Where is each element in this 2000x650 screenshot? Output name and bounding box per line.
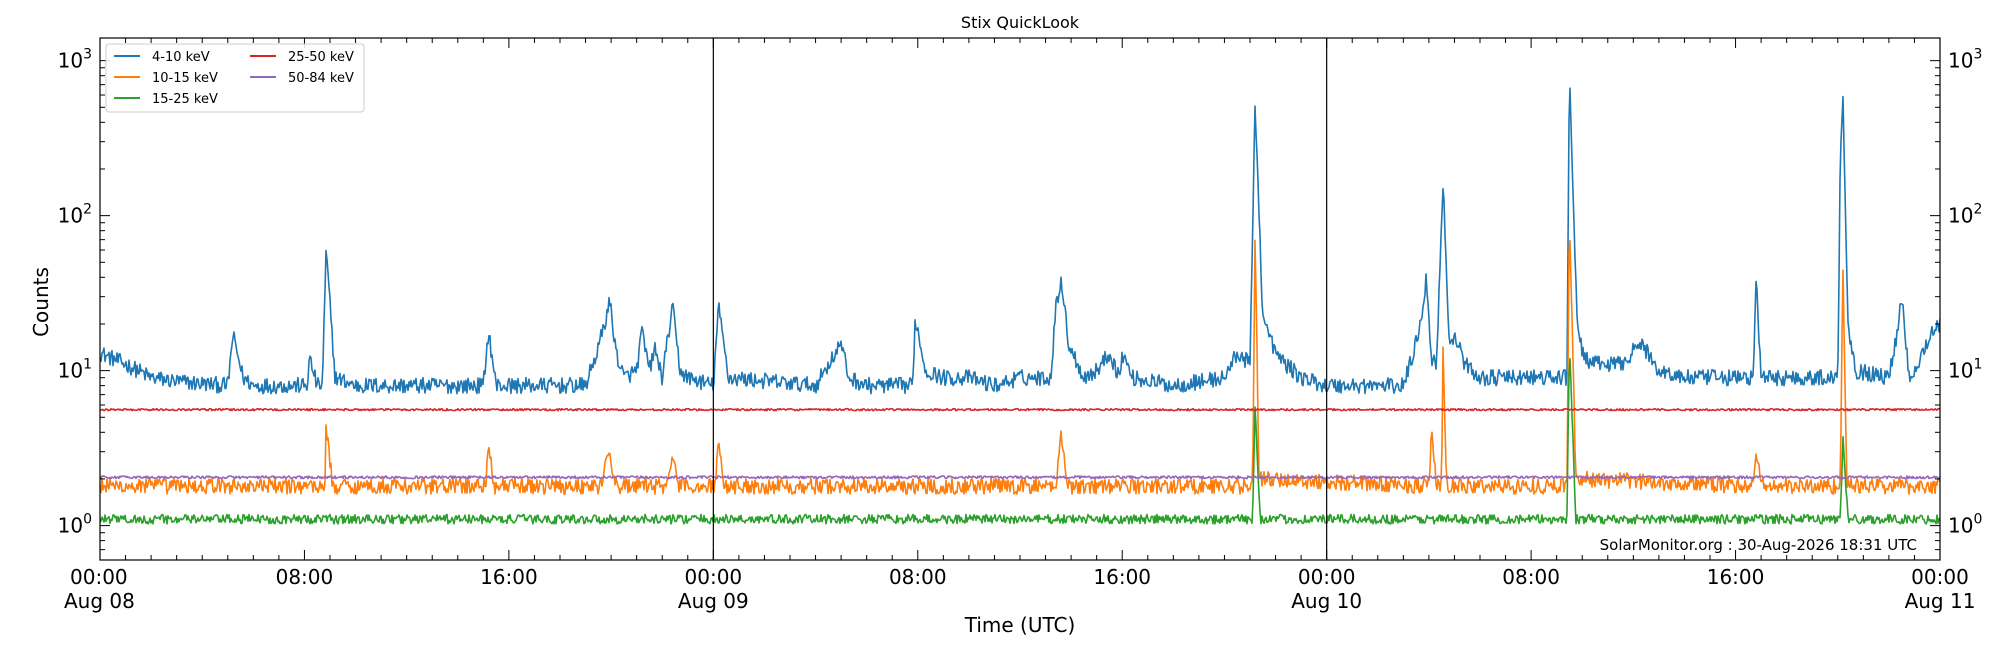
series-layer <box>100 87 1940 525</box>
y-tick-label-left-3: 103 <box>58 47 92 73</box>
x-tick-time-0: 00:00 <box>70 565 128 589</box>
x-tick-time-5: 16:00 <box>1093 565 1151 589</box>
y-axis-left: 100 101 102 103 <box>58 47 110 561</box>
y-tick-label-right-2: 102 <box>1948 202 1982 228</box>
x-tick-time-6: 00:00 <box>1298 565 1356 589</box>
x-tick-time-8: 16:00 <box>1707 565 1765 589</box>
legend-label-4: 50-84 keV <box>288 71 354 86</box>
legend-label-0: 4-10 keV <box>152 50 210 65</box>
series-line-0 <box>100 87 1940 395</box>
y-axis-label: Counts <box>29 267 53 337</box>
y-tick-label-right-1: 101 <box>1948 357 1982 383</box>
legend-box <box>105 43 365 113</box>
series-line-3 <box>100 407 1940 412</box>
x-tick-date-0: Aug 08 <box>64 589 135 613</box>
x-tick-time-7: 08:00 <box>1502 565 1560 589</box>
y-tick-label-left-1: 101 <box>58 357 92 383</box>
y-tick-label-right-3: 103 <box>1948 47 1982 73</box>
series-line-4 <box>100 475 1940 480</box>
x-tick-time-4: 08:00 <box>889 565 947 589</box>
y-tick-label-right-0: 100 <box>1948 512 1982 538</box>
x-tick-time-9: 00:00 <box>1911 565 1969 589</box>
source-annotation: SolarMonitor.org : 30-Aug-2026 18:31 UTC <box>1600 536 1917 554</box>
day-dividers <box>712 38 1328 560</box>
legend-label-2: 15-25 keV <box>152 92 218 107</box>
chart-title: Stix QuickLook <box>961 13 1080 32</box>
x-tick-time-1: 08:00 <box>276 565 334 589</box>
x-tick-time-3: 00:00 <box>685 565 743 589</box>
y-tick-label-left-2: 102 <box>58 202 92 228</box>
y-axis-right: 100 101 102 103 <box>1930 47 1982 561</box>
x-tick-date-3: Aug 09 <box>678 589 749 613</box>
legend: 4-10 keV 10-15 keV 15-25 keV 25-50 keV 50-84… <box>105 43 365 113</box>
x-tick-date-6: Aug 10 <box>1291 589 1362 613</box>
y-tick-label-left-0: 100 <box>58 512 92 538</box>
x-tick-time-2: 16:00 <box>480 565 538 589</box>
legend-label-1: 10-15 keV <box>152 71 218 86</box>
x-tick-date-9: Aug 11 <box>1905 589 1976 613</box>
series-line-1 <box>100 239 1940 495</box>
series-line-2 <box>100 357 1940 525</box>
x-axis-label: Time (UTC) <box>964 613 1076 637</box>
legend-label-3: 25-50 keV <box>288 50 354 65</box>
